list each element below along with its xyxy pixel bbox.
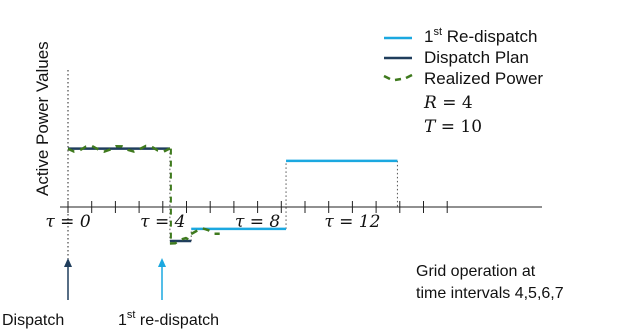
grid-operation-line1: Grid operation at bbox=[416, 263, 536, 280]
x-tick-label: τ = 12 bbox=[324, 212, 380, 232]
legend-label-realized-power: Realized Power bbox=[424, 69, 543, 88]
legend-swatch-realized-power bbox=[383, 73, 413, 82]
realized-power-segment bbox=[190, 226, 220, 236]
dispatch-label: Dispatch bbox=[2, 312, 64, 329]
x-axis-ticks bbox=[67, 201, 448, 213]
series-layer bbox=[67, 144, 398, 245]
param-t: T = 10 bbox=[424, 117, 482, 137]
legend-label-redispatch: 1st Re-dispatch bbox=[424, 26, 537, 46]
x-tick-label: τ = 0 bbox=[45, 212, 90, 232]
axis-layer: τ = 0 τ = 4 τ = 8 τ = 12 bbox=[45, 70, 542, 262]
redispatch-label: 1st re-dispatch bbox=[118, 309, 219, 329]
realized-power-segment bbox=[67, 144, 171, 154]
y-axis-label: Active Power Values bbox=[33, 41, 52, 196]
grid-operation-line2: time intervals 4,5,6,7 bbox=[416, 285, 564, 302]
x-tick-label: τ = 4 bbox=[140, 212, 185, 232]
x-axis-tick-labels: τ = 0 τ = 4 τ = 8 τ = 12 bbox=[45, 212, 380, 232]
legend: 1st Re-dispatch Dispatch Plan Realized P… bbox=[383, 26, 543, 137]
redispatch-arrow bbox=[158, 258, 166, 300]
legend-label-dispatch-plan: Dispatch Plan bbox=[424, 48, 529, 67]
param-r: R = 4 bbox=[423, 93, 473, 113]
realized-power-segment bbox=[169, 236, 192, 245]
dispatch-arrow bbox=[64, 258, 72, 300]
x-tick-label: τ = 8 bbox=[235, 212, 280, 232]
